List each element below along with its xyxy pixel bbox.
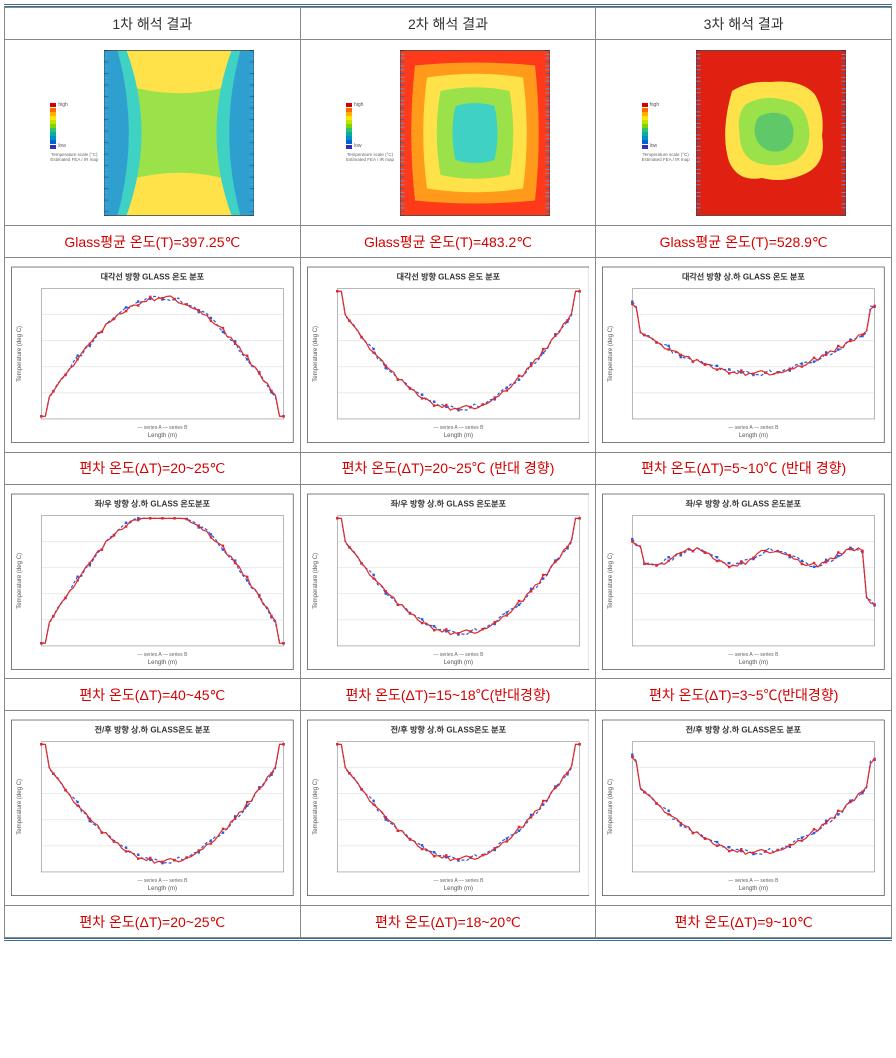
heatmap-legend: highlowTemperature scale (°C)Estimated F… [346,103,394,163]
heatmap-svg [696,48,846,218]
comparison-table: 1차 해석 결과 2차 해석 결과 3차 해석 결과 highlowTemper… [4,7,892,938]
svg-text:좌/우 방향 상.하 GLASS 온도분포: 좌/우 방향 상.하 GLASS 온도분포 [390,498,506,508]
line-chart: 전/후 방향 상.하 GLASS온도 분포 Temperature (deg C)… [602,717,885,899]
line-chart: 대각선 방향 상.하 GLASS 온도 분포 Temperature (deg C… [602,264,885,446]
dev-2-2: 편차 온도(ΔT)=15~18℃(반대경향) [300,679,596,711]
svg-text:Temperature (deg C): Temperature (deg C) [608,779,614,835]
line-chart: 좌/우 방향 상.하 GLASS 온도분포 Temperature (deg C)… [602,491,885,673]
dev-1-2: 편차 온도(ΔT)=20~25℃ (반대 경향) [300,452,596,484]
svg-text:Temperature (deg C): Temperature (deg C) [313,553,319,609]
svg-text:좌/우 방향 상.하 GLASS 온도분포: 좌/우 방향 상.하 GLASS 온도분포 [686,498,802,508]
heatmap-1: highlowTemperature scale (°C)Estimated F… [5,40,301,226]
svg-text:대각선 방향 상.하 GLASS 온도 분포: 대각선 방향 상.하 GLASS 온도 분포 [682,272,805,282]
line-chart: 대각선 방향 GLASS 온도 분포 Temperature (deg C) Len… [11,264,294,446]
svg-text:Length (m): Length (m) [148,433,177,439]
svg-text:Temperature (deg C): Temperature (deg C) [313,779,319,835]
dev-2-3: 편차 온도(ΔT)=3~5℃(반대경향) [596,679,892,711]
svg-text:Temperature (deg C): Temperature (deg C) [17,779,23,835]
chart-row-fb: 전/후 방향 상.하 GLASS온도 분포 Temperature (deg C)… [5,711,892,906]
svg-text:Length (m): Length (m) [148,886,177,892]
comparison-table-wrap: 1차 해석 결과 2차 해석 결과 3차 해석 결과 highlowTemper… [4,4,892,941]
svg-text:Length (m): Length (m) [148,660,177,666]
heatmap-svg [400,48,550,218]
svg-text:전/후 방향 상.하 GLASS온도 분포: 전/후 방향 상.하 GLASS온도 분포 [95,725,211,735]
avg-temp-row: Glass평균 온도(T)=397.25℃ Glass평균 온도(T)=483.… [5,226,892,258]
svg-text:— series A — series B: — series A — series B [433,425,484,431]
line-chart: 전/후 방향 상.하 GLASS온도 분포 Temperature (deg C)… [307,717,590,899]
svg-text:Length (m): Length (m) [443,886,472,892]
dev-1-3: 편차 온도(ΔT)=5~10℃ (반대 경향) [596,452,892,484]
chart-diag-2: 대각선 방향 GLASS 온도 분포 Temperature (deg C) Len… [300,258,596,453]
chart-fb-3: 전/후 방향 상.하 GLASS온도 분포 Temperature (deg C)… [596,711,892,906]
header-col-3: 3차 해석 결과 [596,8,892,40]
svg-text:전/후 방향 상.하 GLASS온도 분포: 전/후 방향 상.하 GLASS온도 분포 [686,725,802,735]
svg-text:Length (m): Length (m) [443,660,472,666]
chart-fb-2: 전/후 방향 상.하 GLASS온도 분포 Temperature (deg C)… [300,711,596,906]
svg-text:대각선 방향 GLASS 온도 분포: 대각선 방향 GLASS 온도 분포 [396,272,500,282]
chart-diag-3: 대각선 방향 상.하 GLASS 온도 분포 Temperature (deg C… [596,258,892,453]
header-col-2: 2차 해석 결과 [300,8,596,40]
svg-text:— series A — series B: — series A — series B [137,652,188,658]
chart-lr-2: 좌/우 방향 상.하 GLASS 온도분포 Temperature (deg C)… [300,484,596,679]
svg-text:Temperature (deg C): Temperature (deg C) [608,326,614,382]
svg-text:Temperature (deg C): Temperature (deg C) [313,326,319,382]
header-col-1: 1차 해석 결과 [5,8,301,40]
svg-text:Temperature (deg C): Temperature (deg C) [17,553,23,609]
dev-row-1: 편차 온도(ΔT)=20~25℃ 편차 온도(ΔT)=20~25℃ (반대 경향… [5,452,892,484]
chart-diag-1: 대각선 방향 GLASS 온도 분포 Temperature (deg C) Len… [5,258,301,453]
heatmap-2: highlowTemperature scale (°C)Estimated F… [300,40,596,226]
dev-1-1: 편차 온도(ΔT)=20~25℃ [5,452,301,484]
svg-text:대각선 방향 GLASS 온도 분포: 대각선 방향 GLASS 온도 분포 [101,272,205,282]
svg-text:— series A — series B: — series A — series B [729,652,780,658]
chart-lr-3: 좌/우 방향 상.하 GLASS 온도분포 Temperature (deg C)… [596,484,892,679]
svg-text:Length (m): Length (m) [739,886,768,892]
dev-2-1: 편차 온도(ΔT)=40~45℃ [5,679,301,711]
dev-row-2: 편차 온도(ΔT)=40~45℃ 편차 온도(ΔT)=15~18℃(반대경향) … [5,679,892,711]
header-row: 1차 해석 결과 2차 해석 결과 3차 해석 결과 [5,8,892,40]
chart-row-diag: 대각선 방향 GLASS 온도 분포 Temperature (deg C) Len… [5,258,892,453]
svg-text:Temperature (deg C): Temperature (deg C) [17,326,23,382]
heatmap-legend: highlowTemperature scale (°C)Estimated F… [50,103,98,163]
line-chart: 좌/우 방향 상.하 GLASS 온도분포 Temperature (deg C)… [11,491,294,673]
line-chart: 좌/우 방향 상.하 GLASS 온도분포 Temperature (deg C)… [307,491,590,673]
heatmap-svg [104,48,254,218]
svg-text:— series A — series B: — series A — series B [137,425,188,431]
line-chart: 대각선 방향 GLASS 온도 분포 Temperature (deg C) Len… [307,264,590,446]
svg-text:Temperature (deg C): Temperature (deg C) [608,553,614,609]
svg-text:— series A — series B: — series A — series B [137,878,188,884]
avg-temp-3: Glass평균 온도(T)=528.9℃ [596,226,892,258]
chart-row-lr: 좌/우 방향 상.하 GLASS 온도분포 Temperature (deg C)… [5,484,892,679]
dev-3-3: 편차 온도(ΔT)=9~10℃ [596,906,892,938]
heatmap-row: highlowTemperature scale (°C)Estimated F… [5,40,892,226]
svg-text:— series A — series B: — series A — series B [729,878,780,884]
line-chart: 전/후 방향 상.하 GLASS온도 분포 Temperature (deg C)… [11,717,294,899]
svg-text:Length (m): Length (m) [739,660,768,666]
avg-temp-1: Glass평균 온도(T)=397.25℃ [5,226,301,258]
dev-row-3: 편차 온도(ΔT)=20~25℃ 편차 온도(ΔT)=18~20℃ 편차 온도(… [5,906,892,938]
dev-3-2: 편차 온도(ΔT)=18~20℃ [300,906,596,938]
chart-lr-1: 좌/우 방향 상.하 GLASS 온도분포 Temperature (deg C)… [5,484,301,679]
svg-text:좌/우 방향 상.하 GLASS 온도분포: 좌/우 방향 상.하 GLASS 온도분포 [95,498,211,508]
svg-text:— series A — series B: — series A — series B [433,652,484,658]
chart-fb-1: 전/후 방향 상.하 GLASS온도 분포 Temperature (deg C)… [5,711,301,906]
svg-text:— series A — series B: — series A — series B [433,878,484,884]
svg-text:전/후 방향 상.하 GLASS온도 분포: 전/후 방향 상.하 GLASS온도 분포 [390,725,506,735]
svg-text:Length (m): Length (m) [739,433,768,439]
svg-text:Length (m): Length (m) [443,433,472,439]
heatmap-3: highlowTemperature scale (°C)Estimated F… [596,40,892,226]
heatmap-legend: highlowTemperature scale (°C)Estimated F… [642,103,690,163]
avg-temp-2: Glass평균 온도(T)=483.2℃ [300,226,596,258]
dev-3-1: 편차 온도(ΔT)=20~25℃ [5,906,301,938]
svg-text:— series A — series B: — series A — series B [729,425,780,431]
